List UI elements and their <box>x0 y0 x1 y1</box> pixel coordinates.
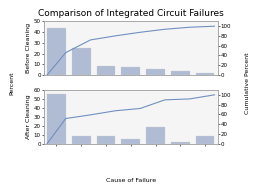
Y-axis label: Before Cleaning: Before Cleaning <box>26 23 31 73</box>
Bar <box>196 136 214 144</box>
Bar <box>146 68 165 75</box>
Bar <box>97 66 115 75</box>
Bar <box>196 73 214 75</box>
Text: Percent: Percent <box>9 72 14 95</box>
Bar <box>121 139 140 144</box>
Text: Cause of Failure: Cause of Failure <box>106 178 156 183</box>
Bar <box>72 136 90 144</box>
Bar <box>72 48 90 75</box>
Bar <box>121 68 140 75</box>
Bar <box>47 28 66 75</box>
Y-axis label: After Cleaning: After Cleaning <box>26 94 31 139</box>
Bar <box>47 94 66 144</box>
Text: Comparison of Integrated Circuit Failures: Comparison of Integrated Circuit Failure… <box>38 9 224 18</box>
Bar <box>97 136 115 144</box>
Text: Cumulative Percent: Cumulative Percent <box>245 53 250 114</box>
Bar <box>146 126 165 144</box>
Bar <box>171 71 190 75</box>
Bar <box>171 142 190 144</box>
